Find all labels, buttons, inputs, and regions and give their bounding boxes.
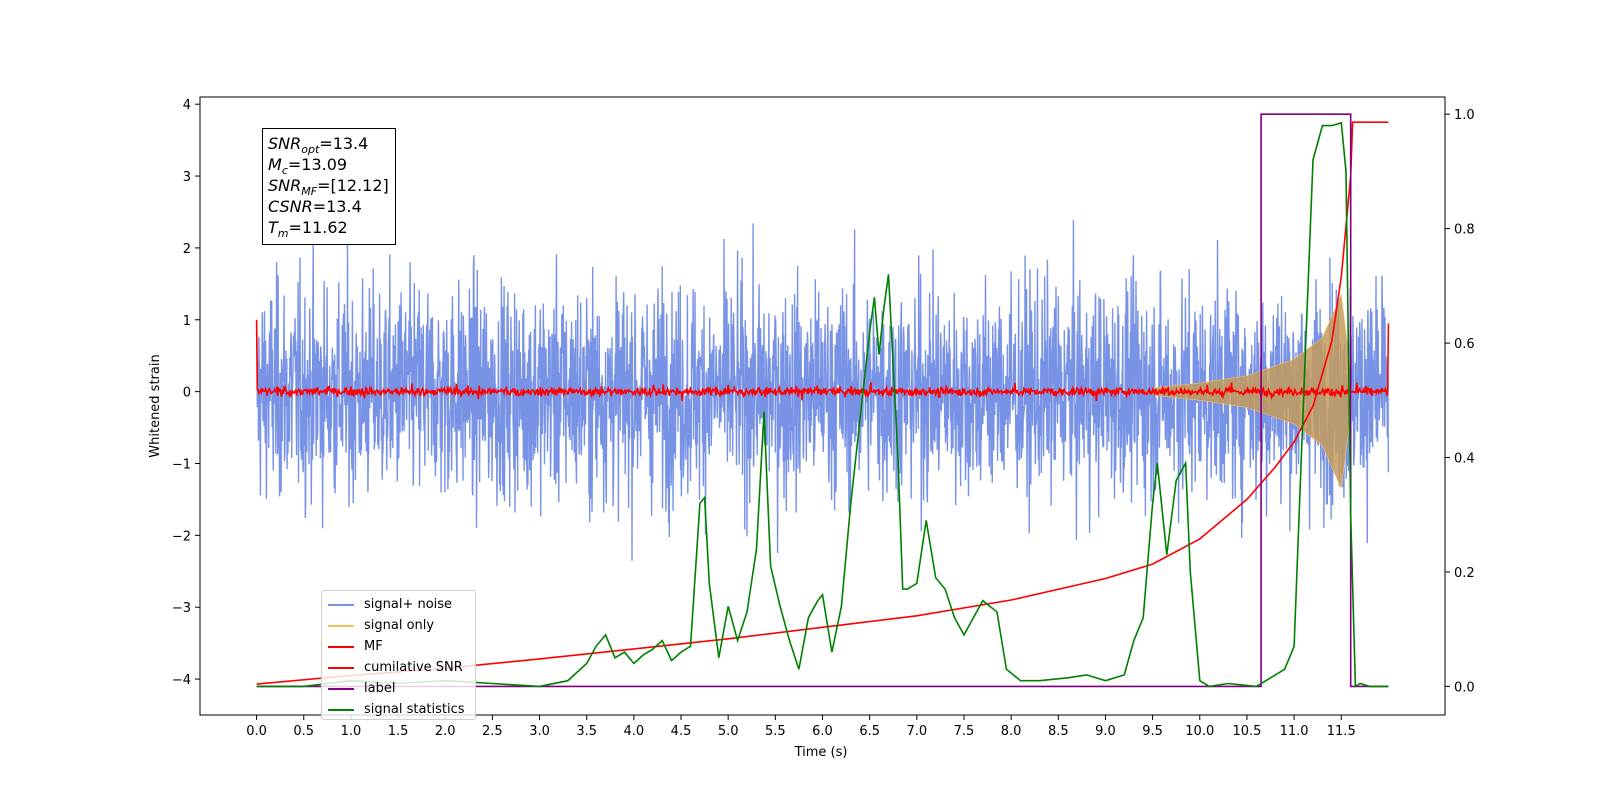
x-tick-label: 4.0 — [624, 724, 645, 739]
left-y-tick-label: −4 — [172, 673, 191, 688]
legend-swatch — [328, 708, 354, 711]
x-axis-ticks: 0.0 0.5 1.0 1.5 2.0 2.5 3.0 3.5 4.0 4.5 5.0 5.5 6.0 6… — [246, 715, 1356, 739]
left-y-tick-label: 4 — [183, 98, 191, 113]
x-tick-label: 4.5 — [671, 724, 692, 739]
series-cumulative-snr — [256, 121, 1389, 685]
legend-item-cumulative-snr: cumilative SNR — [328, 657, 475, 678]
right-y-tick-label: 1.0 — [1454, 108, 1475, 123]
csnr-value: =13.4 — [312, 197, 362, 216]
x-tick-label: 2.0 — [435, 724, 456, 739]
legend-item-signal-noise: signal+ noise — [328, 594, 475, 615]
legend-label: label — [364, 681, 396, 696]
x-tick-label: 6.5 — [859, 724, 880, 739]
series-label — [256, 113, 1389, 688]
x-tick-label: 6.0 — [812, 724, 833, 739]
legend-item-signal-statistics: signal statistics — [328, 699, 475, 720]
left-y-tick-label: −2 — [172, 529, 191, 544]
x-tick-label: 8.0 — [1001, 724, 1022, 739]
snr-opt-line: SNRopt=13.4 — [268, 134, 369, 157]
x-tick-label: 0.0 — [246, 724, 267, 739]
x-tick-label: 10.5 — [1232, 724, 1261, 739]
left-y-axis-ticks: 4 3 2 1 0 −1 −2 −3 −4 — [172, 98, 200, 688]
csnr-line: CSNR=13.4 — [268, 197, 362, 216]
right-y-tick-label: 0.4 — [1454, 452, 1475, 467]
right-y-tick-label: 0.2 — [1454, 566, 1475, 581]
left-y-tick-label: 1 — [183, 314, 191, 329]
x-tick-label: 10.0 — [1185, 724, 1214, 739]
left-y-tick-label: 0 — [183, 386, 191, 401]
legend-label: cumilative SNR — [364, 660, 463, 675]
snr-opt-value: =13.4 — [319, 134, 369, 153]
legend-label: MF — [364, 639, 383, 654]
mc-value: =13.09 — [287, 155, 348, 174]
x-tick-label: 2.5 — [482, 724, 503, 739]
x-tick-label: 7.0 — [906, 724, 927, 739]
series-signal-only — [1105, 293, 1353, 490]
left-y-tick-label: 2 — [183, 242, 191, 257]
x-tick-label: 5.5 — [765, 724, 786, 739]
x-tick-label: 8.5 — [1048, 724, 1069, 739]
tm-value: =11.62 — [288, 218, 348, 237]
mc-line: Mc=13.09 — [268, 155, 348, 178]
x-tick-label: 5.0 — [718, 724, 739, 739]
x-axis-label: Time (s) — [794, 745, 848, 760]
x-tick-label: 9.0 — [1095, 724, 1116, 739]
x-tick-label: 9.5 — [1142, 724, 1163, 739]
legend-label: signal statistics — [364, 702, 465, 717]
legend-item-mf: MF — [328, 636, 475, 657]
legend-swatch — [328, 603, 354, 606]
x-tick-label: 7.5 — [954, 724, 975, 739]
x-tick-label: 0.5 — [293, 724, 314, 739]
x-tick-label: 3.5 — [576, 724, 597, 739]
x-tick-label: 1.5 — [388, 724, 409, 739]
x-tick-label: 3.0 — [529, 724, 550, 739]
series-signal-statistics — [256, 121, 1389, 688]
series-signal-noise — [255, 220, 1390, 561]
legend-swatch — [328, 666, 354, 669]
left-y-tick-label: 3 — [183, 170, 191, 185]
legend-item-signal-only: signal only — [328, 615, 475, 636]
legend-label: signal only — [364, 618, 435, 633]
legend-item-label: label — [328, 678, 475, 699]
right-y-tick-label: 0.8 — [1454, 223, 1475, 238]
right-y-axis-ticks: 1.0 0.8 0.6 0.4 0.2 0.0 — [1445, 108, 1475, 695]
left-y-tick-label: −3 — [172, 601, 191, 616]
x-tick-label: 1.0 — [341, 724, 362, 739]
y-axis-label: Whitened strain — [148, 354, 163, 457]
series-mf — [255, 319, 1390, 402]
stats-annotation-box: SNRopt=13.4 Mc=13.09 SNRMF=[12.12] CSNR=… — [262, 128, 396, 245]
snr-mf-value: =[12.12] — [317, 176, 389, 195]
legend-label: signal+ noise — [364, 597, 453, 612]
x-tick-label: 11.5 — [1327, 724, 1356, 739]
legend: signal+ noise signal only MF cumilative … — [321, 590, 476, 720]
legend-swatch — [328, 687, 354, 690]
series-layer — [255, 113, 1390, 688]
x-tick-label: 11.0 — [1280, 724, 1309, 739]
right-y-tick-label: 0.0 — [1454, 680, 1475, 695]
legend-swatch — [328, 624, 354, 627]
right-y-tick-label: 0.6 — [1454, 337, 1475, 352]
legend-swatch — [328, 645, 354, 648]
left-y-tick-label: −1 — [172, 457, 191, 472]
tm-line: Tm=11.62 — [268, 218, 348, 241]
snr-mf-line: SNRMF=[12.12] — [268, 176, 389, 199]
